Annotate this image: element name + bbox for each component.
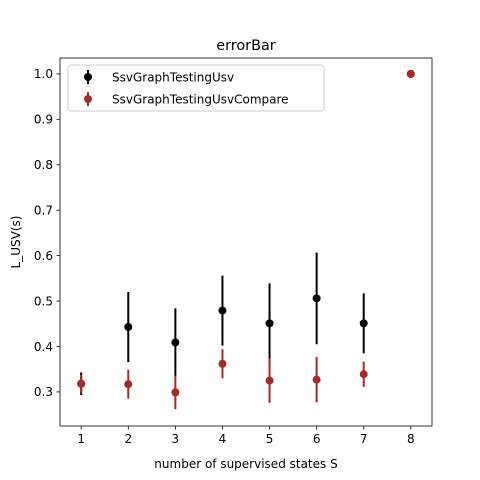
data-point [359,319,368,328]
data-point [124,322,133,331]
x-tick-label: 2 [124,432,132,446]
data-point [171,388,180,397]
data-point [406,69,415,78]
axis-ticks: 1 2 3 4 5 6 7 8 0.3 0.4 0.5 0.6 0.7 0.8 0.9 1.0 [34,67,415,446]
data-point [171,338,180,347]
data-point [77,379,86,388]
x-axis-label: number of supervised states S [154,457,337,471]
x-tick-label: 4 [219,432,227,446]
legend-label: SsvGraphTestingUsv [112,71,234,85]
x-tick-label: 1 [77,432,85,446]
axes-frame [59,57,433,427]
legend-label: SsvGraphTestingUsvCompare [112,93,289,107]
data-point [265,376,274,385]
plot-area [77,69,415,410]
legend-marker [84,73,92,81]
x-tick-label: 8 [407,432,415,446]
x-tick-label: 6 [313,432,321,446]
data-point [265,319,274,328]
y-tick-label: 0.3 [34,385,53,399]
legend: SsvGraphTestingUsv SsvGraphTestingUsvComp… [67,64,325,112]
data-point [312,375,321,384]
chart-title: errorBar [216,38,276,54]
data-point [359,370,368,379]
y-tick-label: 0.8 [34,158,53,172]
x-tick-label: 5 [266,432,274,446]
y-tick-label: 0.6 [34,249,53,263]
y-tick-label: 0.5 [34,294,53,308]
data-point [218,306,227,315]
series-1 [77,69,415,396]
y-tick-label: 0.4 [34,340,53,354]
y-tick-label: 0.9 [34,113,53,127]
data-point [218,359,227,368]
legend-box [67,64,325,112]
legend-marker [84,95,92,103]
data-point [124,380,133,389]
x-tick-label: 7 [360,432,368,446]
data-point [312,294,321,303]
y-tick-label: 1.0 [34,67,53,81]
x-tick-label: 3 [172,432,180,446]
y-tick-label: 0.7 [34,203,53,217]
y-axis-label: L_USV(s) [9,216,23,269]
series-2 [77,69,415,410]
